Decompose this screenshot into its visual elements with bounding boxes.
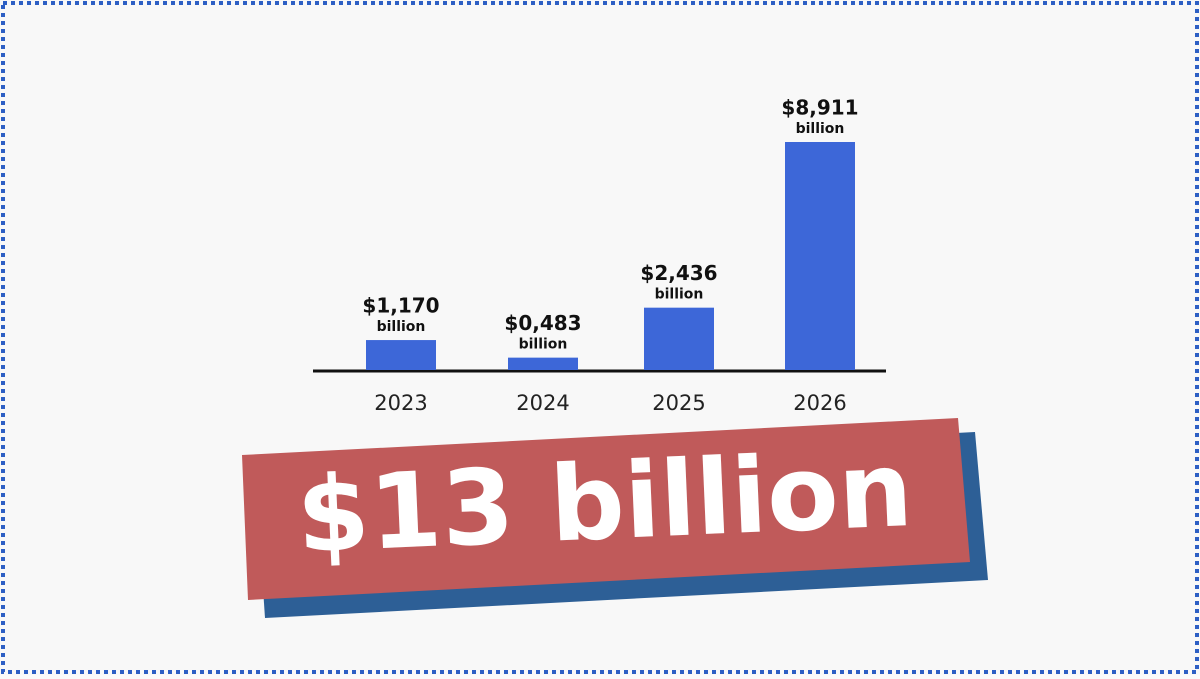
bar (366, 340, 436, 370)
bar (508, 357, 578, 370)
value-label: $0,483 (504, 311, 581, 335)
x-tick-label: 2023 (374, 391, 427, 415)
annotation: $13 billion (294, 428, 915, 577)
value-unit: billion (377, 319, 426, 335)
x-tick-label: 2024 (516, 391, 569, 415)
bar (785, 142, 855, 370)
value-label: $2,436 (640, 261, 717, 285)
x-tick-label: 2026 (793, 391, 846, 415)
value-unit: billion (655, 287, 704, 303)
value-unit: billion (519, 337, 568, 353)
x-tick-label: 2025 (652, 391, 705, 415)
banner: $13 billion (242, 418, 988, 618)
value-label: $1,170 (362, 294, 439, 318)
value-unit: billion (796, 121, 845, 137)
banner-paper (242, 418, 970, 600)
bar (644, 307, 714, 370)
value-label: $8,911 (781, 96, 858, 120)
